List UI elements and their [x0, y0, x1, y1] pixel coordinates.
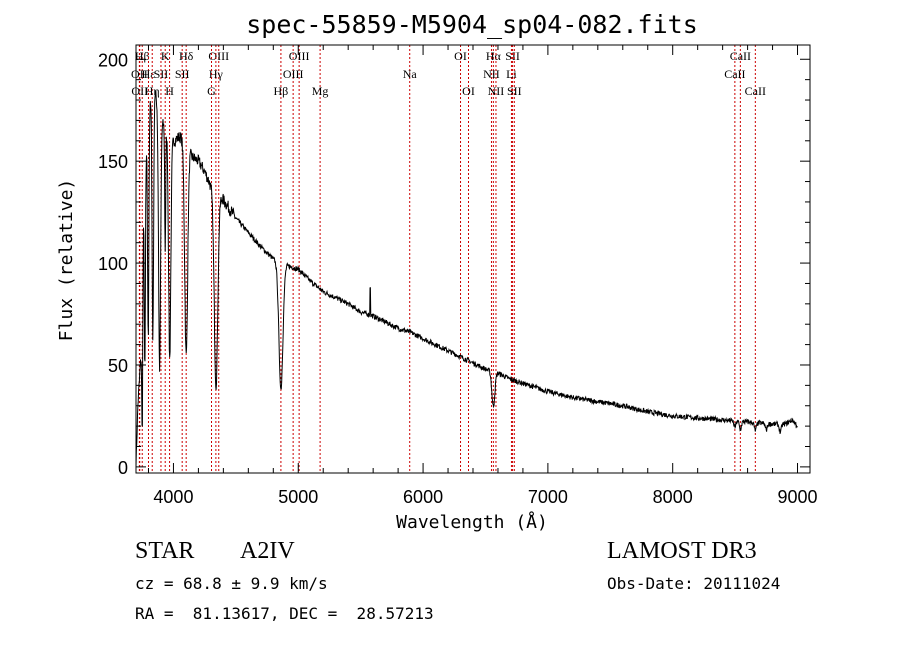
spectral-line-label: CaII — [745, 84, 766, 98]
spectral-line-label: Li — [506, 67, 517, 81]
y-axis-label: Flux (relative) — [56, 179, 77, 342]
spectral-line-label: Hβ — [274, 84, 289, 98]
x-tick-label: 6000 — [403, 487, 443, 507]
observation-date: Obs-Date: 20111024 — [607, 574, 781, 593]
y-tick-label: 100 — [98, 254, 128, 274]
y-tick-label: 0 — [118, 458, 128, 478]
spectral-line-label: OI — [454, 49, 467, 63]
spectral-line-label: Na — [403, 67, 418, 81]
x-axis-label: Wavelength (Å) — [396, 511, 548, 533]
x-tick-label: 7000 — [528, 487, 568, 507]
spectral-line-label: NII — [488, 84, 505, 98]
spectral-line-label: CaII — [730, 49, 751, 63]
y-tick-label: 150 — [98, 152, 128, 172]
spectral-line-label: OIII — [283, 67, 304, 81]
spectral-line-label: SII — [507, 84, 522, 98]
object-class: STAR — [135, 538, 195, 564]
x-tick-label: 8000 — [653, 487, 693, 507]
ra-dec-coordinates: RA = 81.13617, DEC = 28.57213 — [135, 604, 434, 623]
y-tick-label: 50 — [108, 356, 128, 376]
spectral-line-label: K — [161, 49, 170, 63]
x-tick-label: 9000 — [777, 487, 817, 507]
spectral-line-label: NII — [483, 67, 500, 81]
redshift-cz: cz = 68.8 ± 9.9 km/s — [135, 574, 328, 593]
spectral-line-label: G — [207, 84, 216, 98]
spectral-line-label: Hδ — [179, 49, 194, 63]
spectral-line-label: OIII — [289, 49, 310, 63]
spectral-line-label: H — [165, 84, 174, 98]
object-subclass: A2IV — [240, 538, 295, 564]
y-tick-label: 200 — [98, 50, 128, 70]
spectral-line-label: Hη — [145, 84, 160, 98]
spectral-line-label: Mg — [312, 84, 329, 98]
spectrum-line — [135, 90, 798, 467]
spectral-line-label: OIII — [208, 49, 229, 63]
x-tick-label: 4000 — [153, 487, 193, 507]
spectral-line-label: SII — [154, 67, 169, 81]
plot-frame — [135, 44, 811, 474]
spectral-line-label: CaII — [724, 67, 745, 81]
spectral-line-label: SII — [175, 67, 190, 81]
spectral-line-label: Hβ — [135, 49, 150, 63]
spectral-line-label: Hα — [486, 49, 502, 63]
survey-name: LAMOST DR3 — [607, 538, 757, 564]
spectral-line-label: OI — [462, 84, 475, 98]
spectral-line-label: Hγ — [209, 67, 224, 81]
spectral-line-label: SII — [505, 49, 520, 63]
chart-title: spec-55859-M5904_sp04-082.fits — [246, 10, 698, 39]
x-tick-label: 5000 — [278, 487, 318, 507]
